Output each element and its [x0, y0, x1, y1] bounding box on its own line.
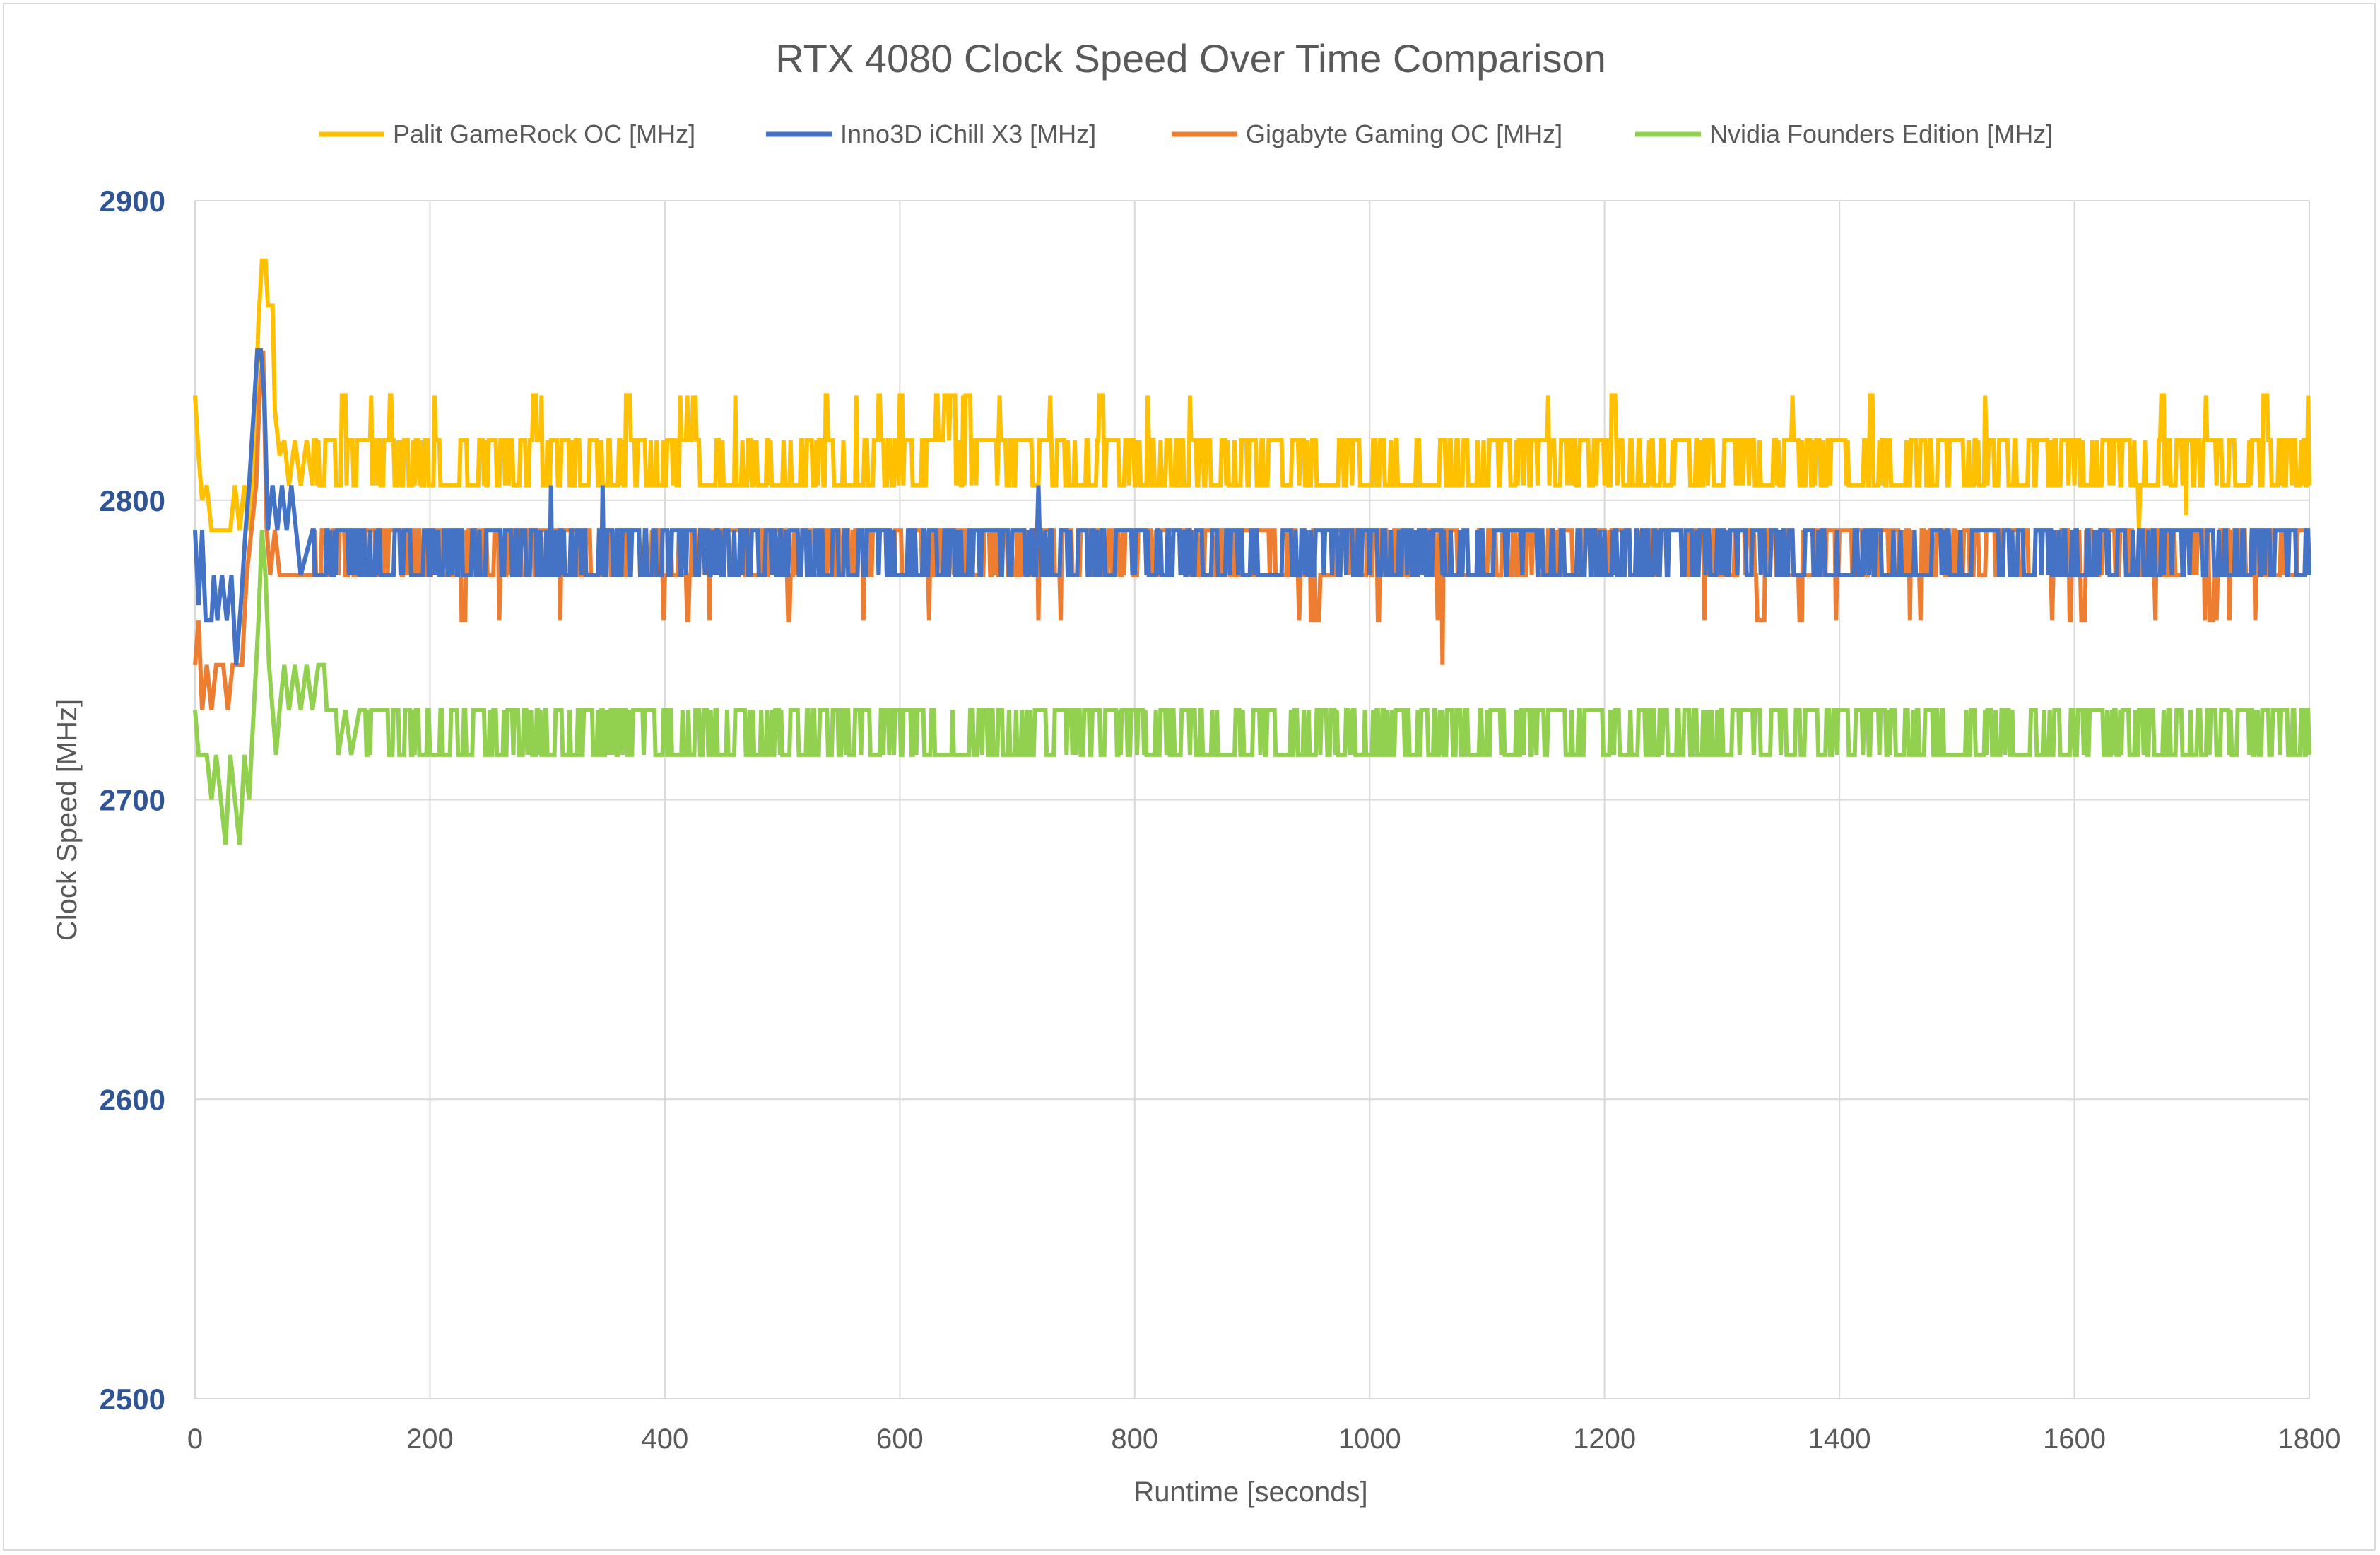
- legend: Palit GameRock OC [MHz] Inno3D iChill X3…: [319, 119, 2053, 148]
- y-axis-label: Clock Speed [MHz]: [52, 699, 83, 941]
- chart-title: RTX 4080 Clock Speed Over Time Compariso…: [775, 36, 1606, 81]
- x-tick-label-400: 400: [642, 1424, 689, 1455]
- x-axis-ticks: 0 200 400 600 800 1000 1200 1400 1600 1800: [187, 1424, 2341, 1455]
- x-tick-label-1600: 1600: [2043, 1424, 2106, 1455]
- chart-svg: RTX 4080 Clock Speed Over Time Compariso…: [52, 36, 2341, 1508]
- series-line-1: [193, 348, 2311, 666]
- x-axis-label: Runtime [seconds]: [1133, 1477, 1367, 1508]
- x-tick-label-0: 0: [187, 1424, 203, 1455]
- x-tick-label-200: 200: [406, 1424, 454, 1455]
- series-line-0: [193, 258, 2311, 533]
- chart-frame: RTX 4080 Clock Speed Over Time Compariso…: [3, 3, 2376, 1551]
- x-tick-label-1800: 1800: [2278, 1424, 2341, 1455]
- legend-label-palit: Palit GameRock OC [MHz]: [393, 119, 695, 148]
- y-tick-label-2600: 2600: [100, 1083, 165, 1116]
- y-tick-label-2500: 2500: [100, 1383, 165, 1416]
- x-tick-label-800: 800: [1111, 1424, 1158, 1455]
- y-axis-ticks: 2500 2600 2700 2800 2900: [100, 184, 165, 1416]
- x-tick-label-1400: 1400: [1808, 1424, 1871, 1455]
- legend-label-nvidia: Nvidia Founders Edition [MHz]: [1709, 119, 2053, 148]
- series-layer: [193, 258, 2311, 845]
- x-tick-label-1200: 1200: [1573, 1424, 1636, 1455]
- y-tick-label-2900: 2900: [100, 184, 165, 218]
- y-tick-label-2700: 2700: [100, 784, 165, 817]
- x-tick-label-600: 600: [876, 1424, 924, 1455]
- x-tick-label-1000: 1000: [1338, 1424, 1401, 1455]
- gridlines: [194, 200, 2310, 1400]
- series-line-3: [193, 529, 2311, 845]
- y-tick-label-2800: 2800: [100, 484, 165, 517]
- legend-label-inno3d: Inno3D iChill X3 [MHz]: [840, 119, 1096, 148]
- legend-label-gigabyte: Gigabyte Gaming OC [MHz]: [1246, 119, 1562, 148]
